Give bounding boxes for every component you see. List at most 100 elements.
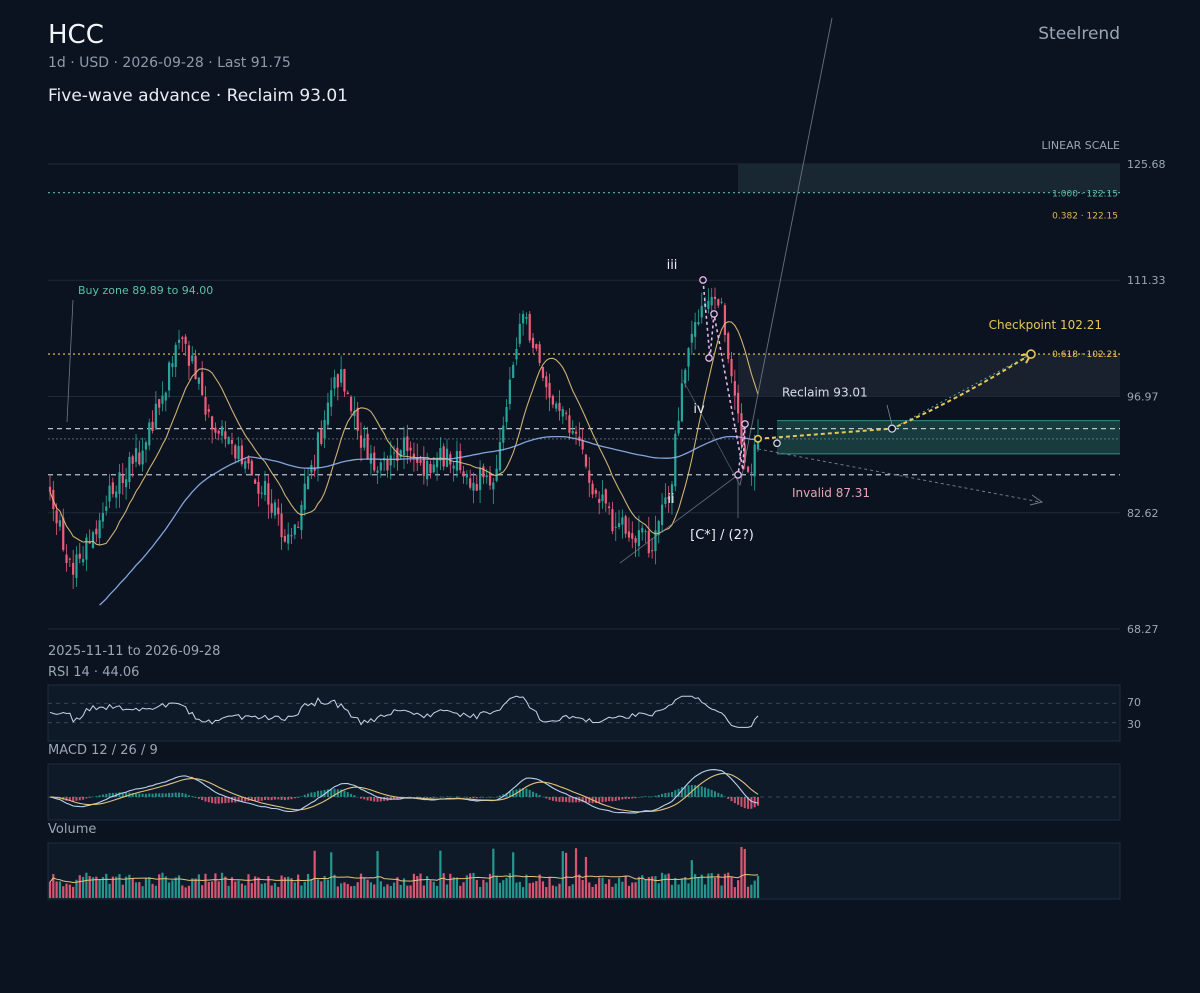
y-tick-label: 68.27	[1127, 623, 1159, 636]
invalid-label: Invalid 87.31	[792, 486, 870, 500]
candle-body	[105, 506, 108, 511]
projection-target	[1026, 349, 1036, 359]
macd-histogram-bar	[452, 796, 455, 798]
volume-bar	[101, 877, 105, 898]
volume-bar	[432, 881, 435, 898]
volume-bar	[743, 848, 746, 898]
fib-label-0618: 0.618 · 102.21	[1052, 350, 1118, 360]
volume-bar	[244, 885, 247, 898]
candle-body	[75, 554, 78, 579]
macd-histogram-bar	[634, 797, 637, 799]
volume-bar	[531, 882, 535, 898]
macd-histogram-bar	[442, 796, 445, 798]
volume-bar	[717, 873, 720, 898]
macd-histogram-bar	[95, 796, 98, 797]
reclaim-label: Reclaim 93.01	[782, 386, 868, 400]
volume-bar	[634, 882, 637, 898]
candle-body	[459, 450, 462, 471]
volume-bar	[396, 877, 399, 898]
macd-histogram-bar	[647, 796, 650, 798]
macd-histogram-bar	[366, 797, 369, 801]
macd-histogram-bar	[224, 797, 227, 804]
macd-histogram-bar	[290, 797, 293, 800]
candle-body	[720, 301, 723, 303]
volume-bar	[197, 874, 200, 898]
volume-bar	[528, 883, 531, 898]
candle-body	[614, 526, 617, 528]
candle-body	[627, 531, 631, 538]
wave-pivot	[705, 354, 713, 362]
volume-bar	[270, 885, 273, 898]
macd-histogram-bar	[584, 797, 587, 803]
candle-body	[713, 296, 717, 300]
candle-body	[727, 333, 730, 359]
candle-body	[389, 455, 392, 466]
macd-histogram-bar	[704, 787, 707, 797]
volume-bar	[737, 880, 740, 898]
candle-body	[624, 516, 627, 534]
macd-histogram-bar	[522, 788, 525, 797]
volume-bar	[184, 887, 187, 898]
candle-body	[343, 369, 346, 392]
macd-histogram-bar	[82, 797, 85, 800]
macd-histogram-bar	[353, 795, 356, 797]
volume-bar	[330, 852, 333, 898]
candle-body	[148, 422, 151, 446]
macd-histogram-bar	[432, 797, 435, 798]
volume-bar	[674, 877, 677, 898]
candle-body	[85, 537, 88, 560]
candle-body	[257, 481, 260, 494]
candle-body	[283, 536, 286, 542]
macd-histogram-bar	[303, 794, 306, 797]
candle-body	[247, 458, 250, 464]
candle-body	[608, 506, 611, 509]
volume-bar	[85, 872, 88, 898]
candle-body	[667, 496, 670, 500]
macd-histogram-bar	[101, 794, 104, 797]
candle-body	[750, 472, 753, 474]
macd-histogram-bar	[264, 797, 267, 800]
volume-bar	[485, 882, 488, 898]
volume-bar	[72, 886, 75, 898]
ma-fast-line	[49, 321, 759, 546]
volume-bar	[250, 883, 253, 898]
macd-histogram-bar	[237, 797, 240, 802]
candlestick-series	[48, 287, 760, 589]
macd-histogram-bar	[350, 793, 353, 797]
volume-bar	[227, 885, 230, 898]
volume-bar	[690, 860, 693, 898]
volume-bar	[657, 883, 660, 898]
volume-bar	[287, 876, 290, 898]
volume-bar	[498, 882, 502, 898]
candle-body	[353, 410, 356, 417]
macd-histogram-bar	[105, 793, 108, 797]
candle-body	[753, 444, 756, 477]
candle-body	[260, 492, 263, 494]
macd-histogram-bar	[495, 796, 498, 798]
macd-histogram-bar	[498, 795, 501, 797]
volume-bar	[366, 879, 369, 898]
candle-body	[558, 402, 561, 411]
candle-body	[555, 403, 558, 409]
candle-body	[717, 299, 720, 306]
candle-body	[330, 390, 333, 407]
macd-histogram-bar	[151, 793, 154, 797]
candle-body	[48, 486, 52, 492]
candle-body	[273, 502, 277, 516]
price-axis: 125.68 111.33 96.97 82.62 68.27	[1127, 158, 1166, 636]
fib-label-0382: 0.382 · 122.15	[1052, 212, 1118, 222]
buy-zone-label: Buy zone 89.89 to 94.00	[78, 284, 213, 297]
macd-histogram-bar	[326, 789, 329, 797]
volume-bar	[551, 885, 554, 898]
candle-body	[254, 479, 257, 484]
volume-bar	[574, 848, 578, 898]
macd-histogram-bar	[637, 797, 640, 798]
candle-body	[581, 439, 584, 450]
volume-bar	[81, 876, 85, 898]
macd-histogram-bar	[707, 788, 710, 797]
macd-histogram-bar	[141, 793, 144, 797]
volume-bar	[697, 877, 700, 898]
candle-body	[548, 382, 551, 398]
candle-body	[373, 452, 376, 471]
candle-body	[574, 431, 578, 434]
